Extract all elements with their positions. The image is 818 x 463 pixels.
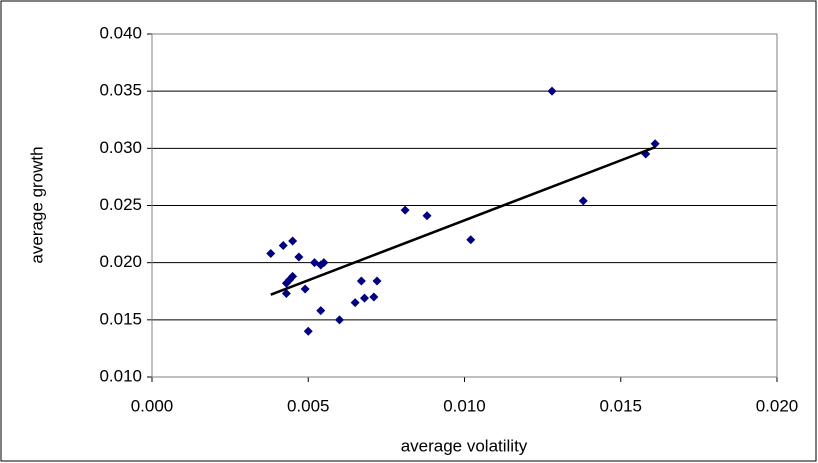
x-tick-label: 0.010 (443, 396, 486, 415)
x-tick-label: 0.000 (131, 396, 174, 415)
y-axis-label: average growth (27, 146, 46, 263)
data-point (372, 276, 382, 286)
data-point (281, 289, 291, 299)
y-tick-label: 0.025 (99, 195, 142, 214)
data-point (466, 235, 476, 245)
data-point (316, 306, 326, 316)
data-point (335, 315, 344, 325)
data-point (547, 86, 557, 96)
data-point (422, 211, 432, 221)
y-tick-label: 0.020 (99, 252, 142, 271)
y-tick-label: 0.040 (99, 23, 142, 42)
y-tick-label: 0.035 (99, 81, 142, 100)
data-point (303, 326, 313, 336)
data-point (266, 249, 276, 259)
data-point (356, 276, 366, 286)
x-tick-label: 0.020 (756, 396, 799, 415)
y-tick-label: 0.015 (99, 309, 142, 328)
x-tick-label: 0.005 (287, 396, 330, 415)
trend-line (270, 146, 656, 296)
y-tick-label: 0.010 (99, 366, 142, 385)
data-point (278, 241, 288, 251)
y-tick-label: 0.030 (99, 138, 142, 157)
data-point (360, 293, 369, 303)
x-tick-label: 0.015 (599, 396, 642, 415)
data-point (650, 139, 660, 149)
data-point (369, 292, 379, 302)
plot-border (151, 33, 778, 378)
data-point (350, 298, 360, 308)
data-point (288, 236, 298, 246)
x-axis-label: average volatility (401, 436, 528, 455)
data-point (578, 196, 588, 206)
data-point (300, 284, 310, 294)
data-point (294, 252, 304, 262)
data-point (285, 275, 294, 285)
data-point (400, 205, 410, 215)
data-point (319, 258, 329, 268)
